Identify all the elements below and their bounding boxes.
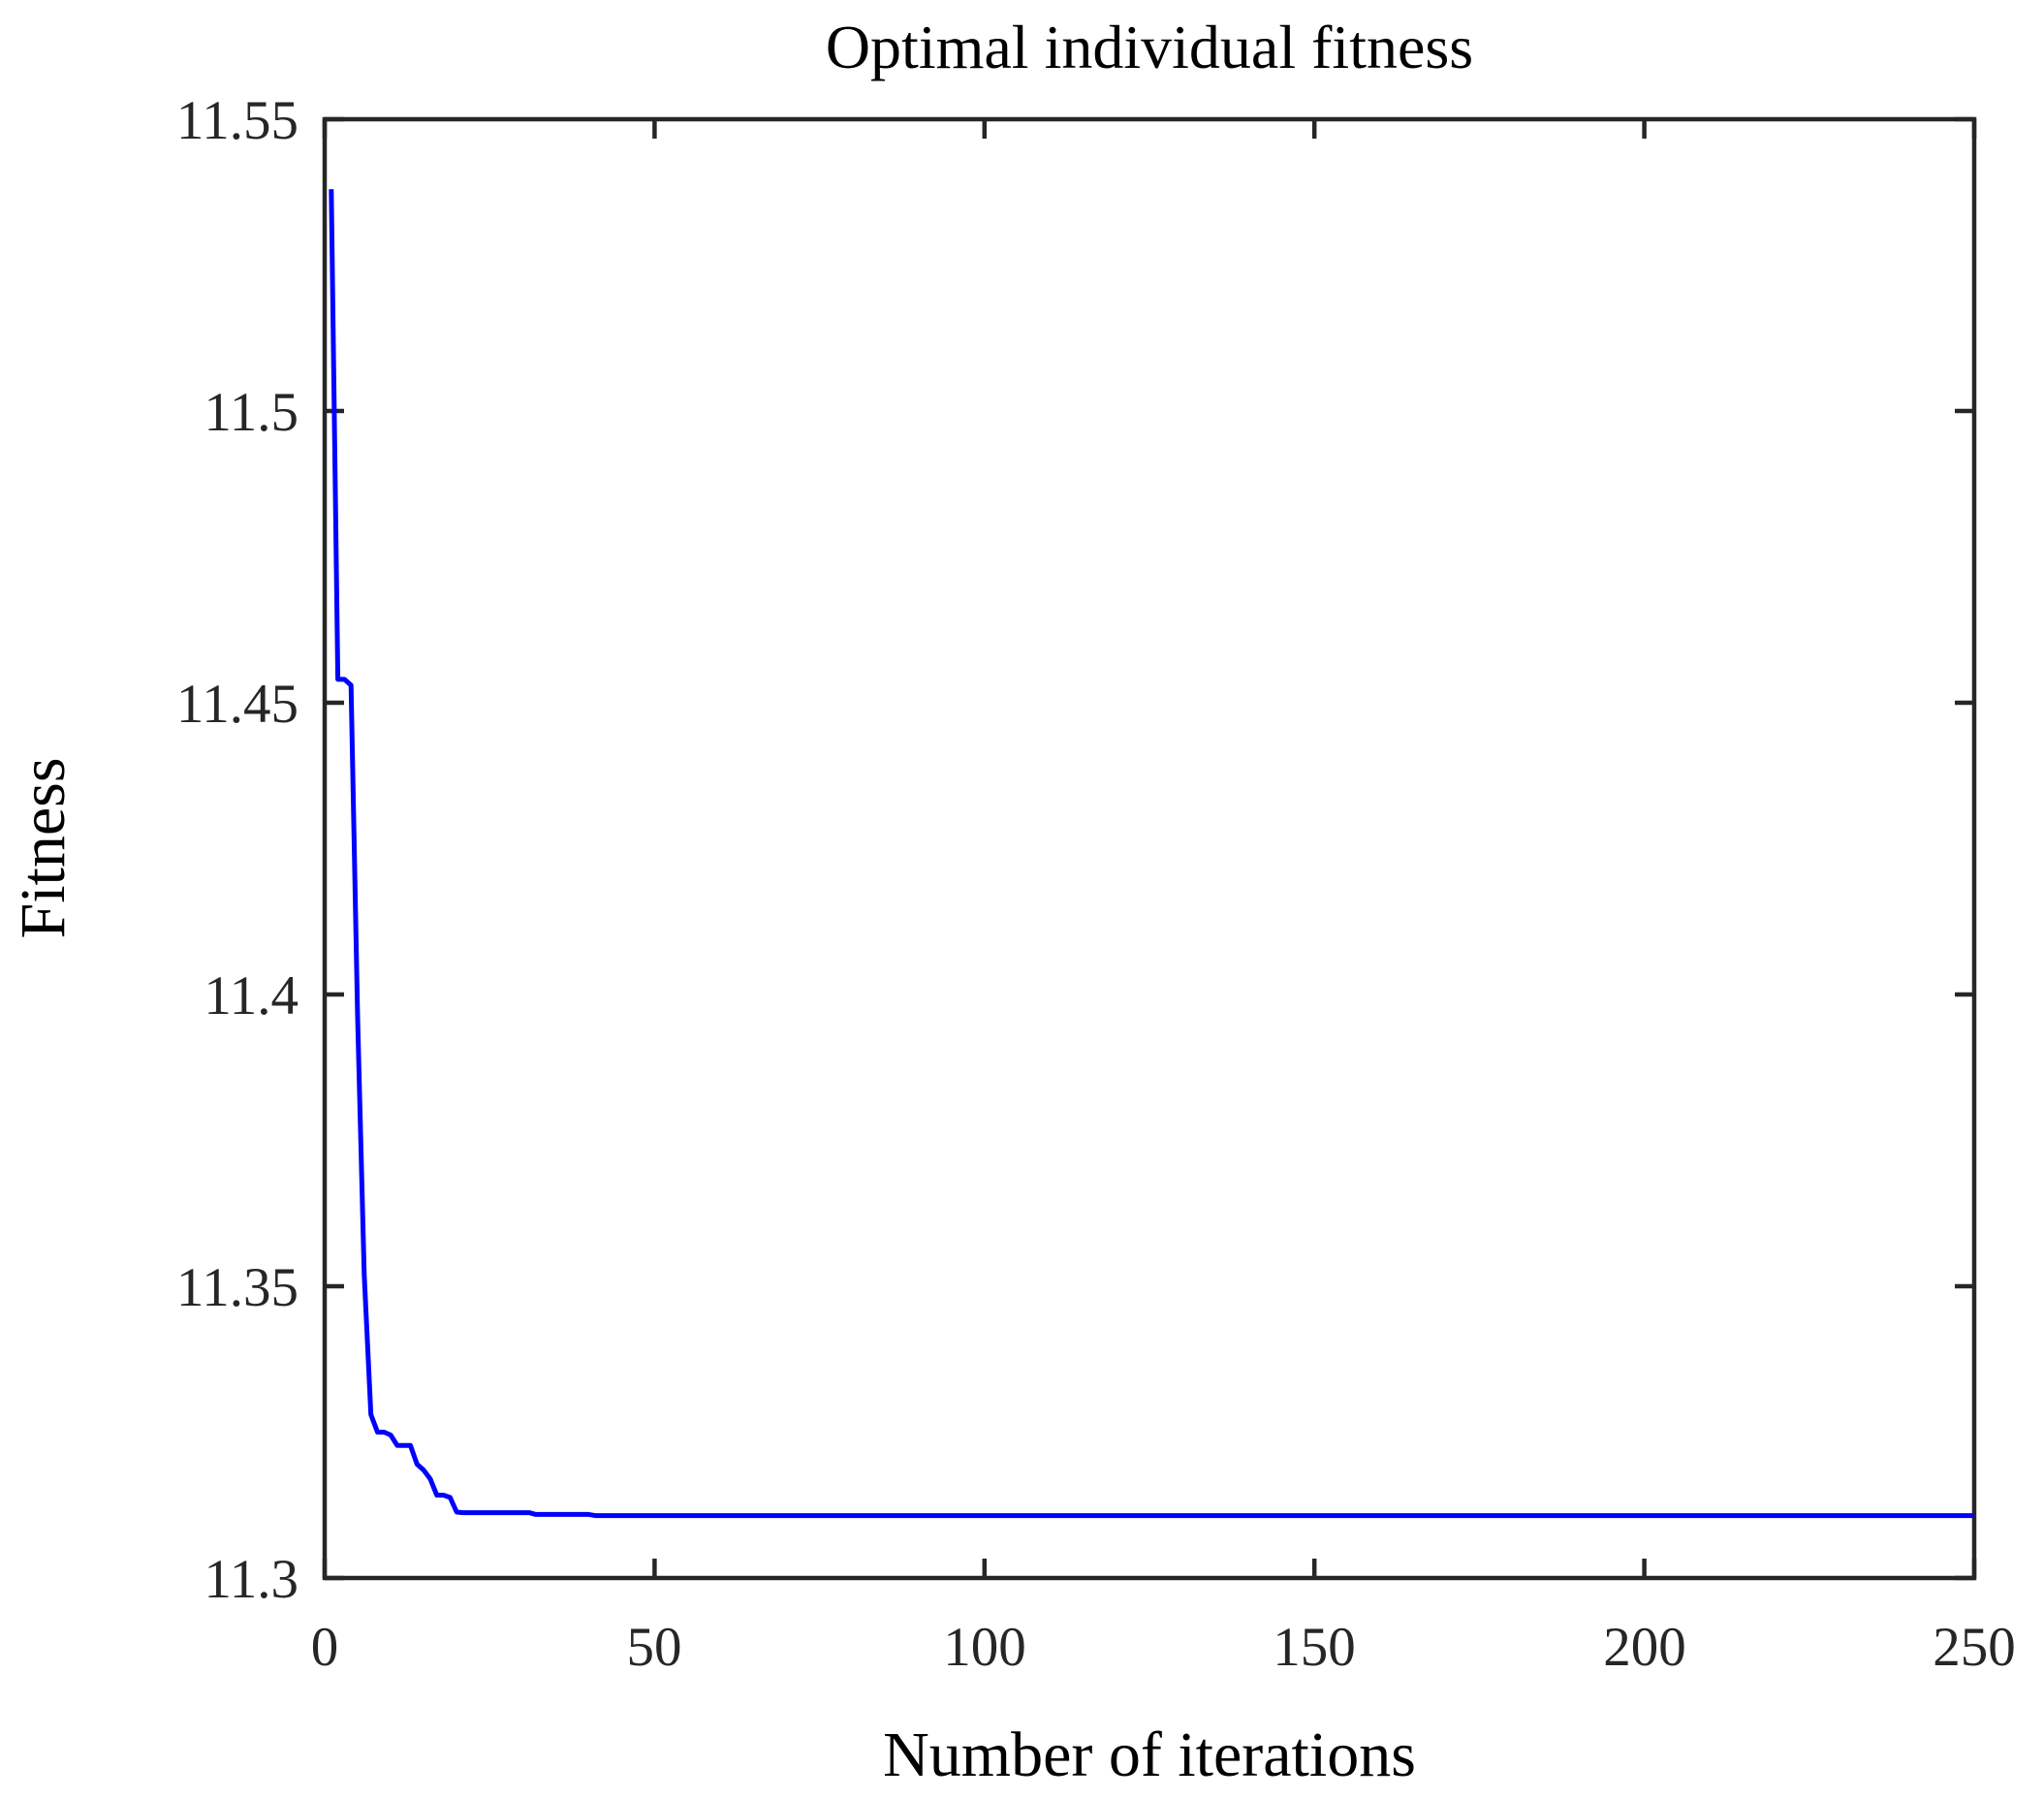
x-tick-label: 0 <box>311 1617 339 1678</box>
x-axis-label: Number of iterations <box>883 1720 1416 1790</box>
x-tick-label: 50 <box>627 1617 682 1678</box>
y-tick-label: 11.3 <box>204 1549 299 1610</box>
y-tick-label: 11.35 <box>176 1257 299 1318</box>
y-tick-label: 11.55 <box>176 90 299 151</box>
x-tick-label: 200 <box>1603 1617 1686 1678</box>
tick-marks <box>322 116 1977 1581</box>
y-tick-label: 11.5 <box>204 382 299 443</box>
chart-title: Optimal individual fitness <box>826 13 1473 81</box>
y-tick-labels: 11.3 11.35 11.4 11.45 11.5 11.55 <box>176 90 299 1610</box>
y-tick-label: 11.4 <box>204 965 299 1026</box>
y-tick-label: 11.45 <box>176 674 299 735</box>
plot-frame <box>322 116 1977 1581</box>
x-tick-label: 100 <box>943 1617 1026 1678</box>
y-axis-label: Fitness <box>8 757 79 938</box>
x-tick-label: 250 <box>1933 1617 2016 1678</box>
fitness-line <box>329 189 1974 1519</box>
x-tick-label: 150 <box>1273 1617 1356 1678</box>
x-tick-labels: 0 50 100 150 200 250 <box>311 1617 2016 1678</box>
